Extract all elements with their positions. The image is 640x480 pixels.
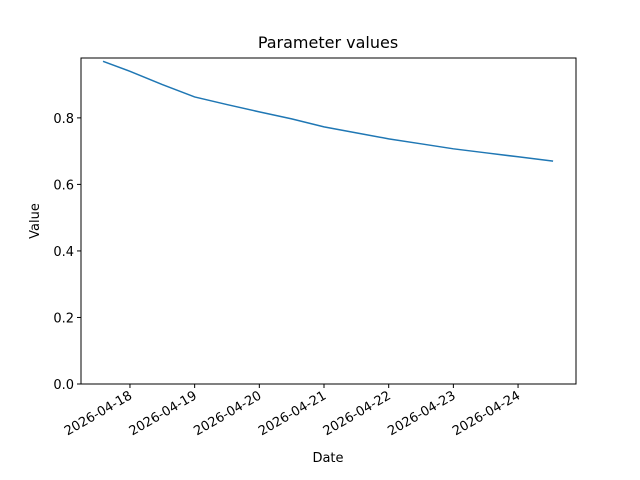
x-tick-label: 2026-04-22 bbox=[321, 388, 394, 439]
x-tick-label: 2026-04-23 bbox=[385, 388, 458, 439]
y-tick-label: 0.6 bbox=[53, 178, 74, 193]
y-tick-label: 0.4 bbox=[53, 245, 74, 260]
x-tick-label: 2026-04-21 bbox=[256, 388, 329, 439]
y-axis-label: Value bbox=[28, 203, 43, 239]
x-tick-label: 2026-04-24 bbox=[450, 388, 523, 439]
x-tick-label: 2026-04-20 bbox=[191, 388, 264, 439]
x-axis-label: Date bbox=[312, 451, 343, 466]
y-tick-label: 0.2 bbox=[53, 311, 74, 326]
y-tick-label: 0.0 bbox=[53, 378, 74, 393]
chart-title: Parameter values bbox=[258, 33, 398, 52]
plot-frame bbox=[80, 57, 577, 385]
x-tick-label: 2026-04-18 bbox=[62, 388, 135, 439]
x-tick-label: 2026-04-19 bbox=[127, 388, 200, 439]
y-tick-label: 0.8 bbox=[53, 112, 74, 127]
line bbox=[102, 60, 554, 162]
